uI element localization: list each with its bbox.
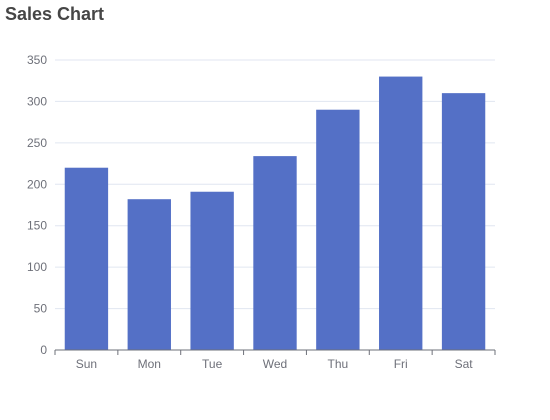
chart-title: Sales Chart [5, 4, 105, 24]
y-tick-label: 350 [27, 53, 47, 67]
bar-wed[interactable] [253, 156, 297, 350]
bar-fri[interactable] [379, 76, 423, 351]
y-tick-label: 200 [27, 177, 47, 191]
bar-sat[interactable] [441, 93, 486, 351]
x-axis [54, 349, 496, 355]
y-tick-label: 300 [27, 94, 47, 108]
x-tick-label: Sun [76, 357, 97, 371]
x-tick-label: Fri [394, 357, 408, 371]
x-tick-label: Wed [263, 357, 287, 371]
y-tick-label: 150 [27, 219, 47, 233]
bars [64, 76, 486, 351]
y-tick-label: 100 [27, 260, 47, 274]
y-tick-label: 50 [34, 302, 48, 316]
bar-sun[interactable] [64, 167, 109, 350]
y-tick-label: 0 [40, 343, 47, 357]
bar-thu[interactable] [316, 109, 360, 350]
y-axis-tick-labels: 0 50 100 150 200 250 300 350 [27, 53, 47, 357]
y-tick-label: 250 [27, 136, 47, 150]
bar-tue[interactable] [190, 191, 234, 350]
x-axis-tick-labels: Sun Mon Tue Wed Thu Fri Sat [76, 357, 473, 371]
x-tick-label: Sat [455, 357, 474, 371]
x-tick-label: Tue [202, 357, 223, 371]
x-tick-label: Thu [328, 357, 349, 371]
bar-mon[interactable] [127, 199, 171, 350]
x-tick-label: Mon [138, 357, 161, 371]
